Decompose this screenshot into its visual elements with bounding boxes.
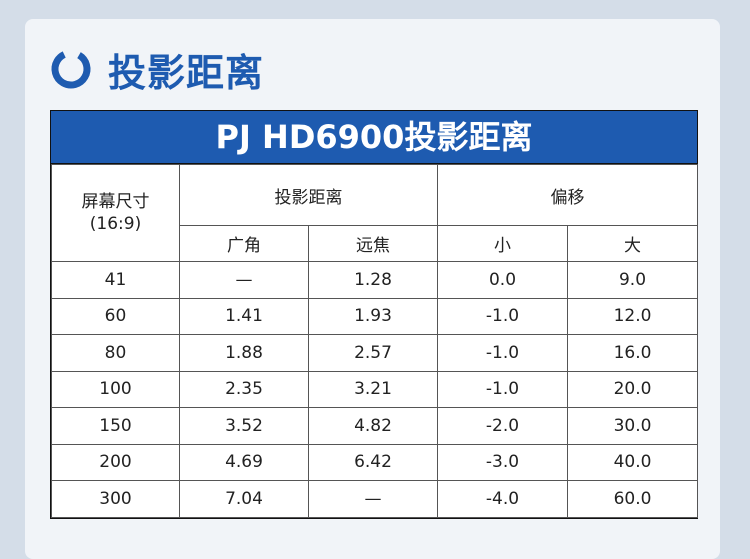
offset-small-cell: -1.0: [437, 370, 568, 408]
wide-header: 广角: [179, 225, 309, 262]
screen-size-cell: 80: [51, 334, 180, 372]
table-title: PJ HD6900投影距离: [51, 111, 697, 164]
section-heading: 投影距离: [50, 44, 265, 95]
wide-distance-cell: 4.69: [179, 443, 309, 481]
table-row: 41—1.28 0.0 9.0: [51, 261, 698, 299]
tele-distance-cell: 1.28: [308, 261, 438, 299]
ring-icon: [51, 49, 91, 89]
screen-size-cell: 100: [51, 370, 180, 408]
screen-size-cell: 200: [51, 443, 180, 481]
tele-distance-cell: —: [308, 480, 438, 518]
screen-size-cell: 300: [51, 480, 180, 518]
table-row: 80 1.88 2.57 -1.0 16.0: [51, 334, 698, 372]
aspect-ratio-label: (16:9): [89, 214, 142, 234]
offset-small-cell: -3.0: [437, 443, 568, 481]
offset-small-cell: -2.0: [437, 407, 568, 445]
offset-large-cell: 16.0: [567, 334, 698, 372]
screen-size-cell: 150: [51, 407, 180, 445]
screen-size-label: 屏幕尺寸: [81, 192, 150, 212]
subheader-row: 广角 远焦 小 大: [52, 225, 698, 262]
offset-large-cell: 20.0: [567, 370, 698, 408]
screen-size-header: 屏幕尺寸 (16:9): [51, 164, 180, 262]
offset-small-cell: -4.0: [437, 480, 568, 518]
offset-large-cell: 9.0: [567, 261, 698, 299]
offset-large-cell: 30.0: [567, 407, 698, 445]
table-row: 300 7.04— -4.0 60.0: [51, 480, 698, 518]
table-row: 100 2.35 3.21 -1.0 20.0: [51, 370, 698, 408]
projection-distance-header: 投影距离: [179, 164, 438, 226]
tele-distance-cell: 6.42: [308, 443, 438, 481]
screen-size-cell: 60: [51, 297, 180, 335]
tele-distance-cell: 1.93: [308, 297, 438, 335]
page-title: 投影距离: [108, 50, 265, 95]
offset-large-cell: 60.0: [567, 480, 698, 518]
table-row: 200 4.69 6.42 -3.0 40.0: [51, 443, 698, 481]
data-table: 屏幕尺寸 (16:9) 投影距离 偏移 广角 远焦 小 大 41—1.28 0.0…: [51, 164, 698, 518]
small-header: 小: [437, 225, 568, 262]
wide-distance-cell: 1.88: [179, 334, 309, 372]
wide-distance-cell: 2.35: [179, 370, 309, 408]
large-header: 大: [567, 225, 698, 262]
wide-distance-cell: 1.41: [179, 297, 309, 335]
wide-distance-cell: 3.52: [179, 407, 309, 445]
table-body: 41—1.28 0.0 9.0 60 1.41 1.93 -1.0 12.0 80 1.88 2.5…: [51, 261, 698, 518]
wide-distance-cell: 7.04: [179, 480, 309, 518]
screen-size-cell: 41: [51, 261, 180, 299]
header-row: 屏幕尺寸 (16:9) 投影距离 偏移: [51, 164, 698, 262]
tele-distance-cell: 3.21: [308, 370, 438, 408]
wide-distance-cell: —: [179, 261, 309, 299]
offset-small-cell: 0.0: [437, 261, 568, 299]
table-row: 60 1.41 1.93 -1.0 12.0: [51, 297, 698, 335]
table-row: 150 3.52 4.82 -2.0 30.0: [51, 407, 698, 445]
offset-large-cell: 12.0: [567, 297, 698, 335]
offset-large-cell: 40.0: [567, 443, 698, 481]
tele-distance-cell: 2.57: [308, 334, 438, 372]
offset-header: 偏移: [437, 164, 698, 226]
projection-table: PJ HD6900投影距离 屏幕尺寸 (16:9) 投影距离 偏移 广角 远焦 …: [50, 110, 698, 519]
tele-distance-cell: 4.82: [308, 407, 438, 445]
tele-header: 远焦: [308, 225, 438, 262]
offset-small-cell: -1.0: [437, 334, 568, 372]
offset-small-cell: -1.0: [437, 297, 568, 335]
